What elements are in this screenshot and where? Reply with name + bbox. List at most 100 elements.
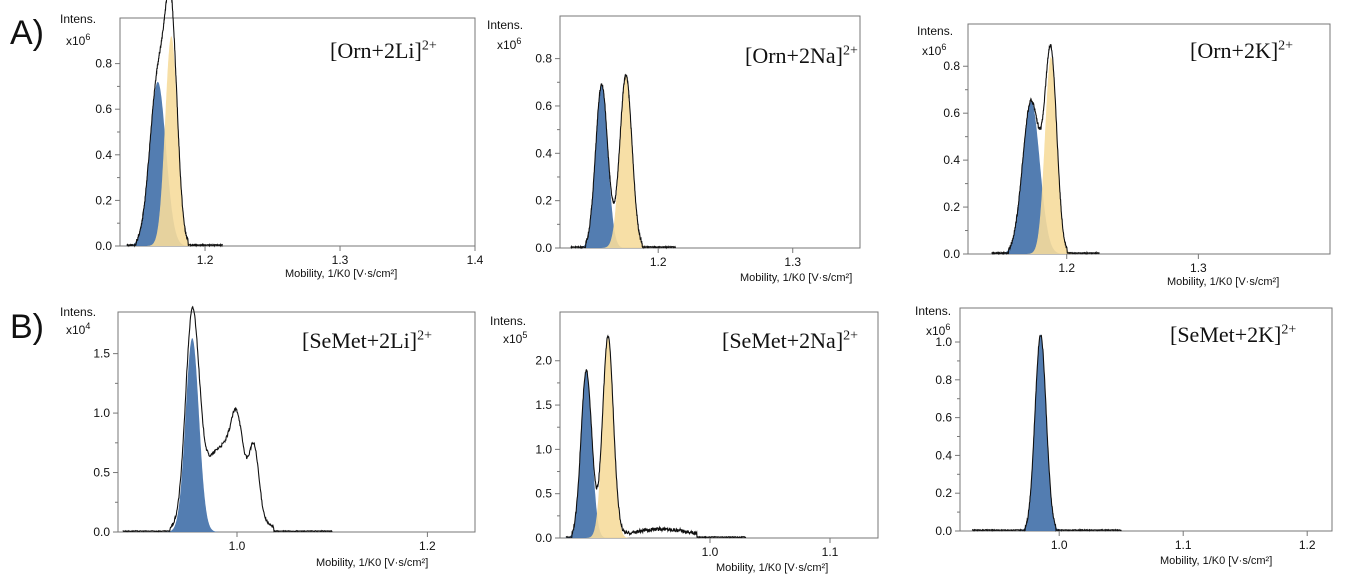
peak-blue <box>1018 334 1063 531</box>
species-charge: 2+ <box>421 38 437 54</box>
x-axis-label: Mobility, 1/K0 [V·s/cm²] <box>716 562 829 574</box>
y-tick-label: 0.0 <box>535 531 552 545</box>
x-axis-label: Mobility, 1/K0 [V·s/cm²] <box>740 272 853 284</box>
x-tick-label: 1.2 <box>650 255 667 269</box>
species-label: [SeMet+2K]2+ <box>1170 322 1296 348</box>
total-trace <box>570 73 677 250</box>
x-tick-label: 1.2 <box>197 253 214 267</box>
intensity-multiplier: x106 <box>497 36 521 52</box>
total-trace <box>971 334 1122 532</box>
x-tick-label: 1.0 <box>229 539 246 553</box>
species-formula: [SeMet+2Li] <box>302 328 418 353</box>
multiplier-base: x10 <box>503 332 523 346</box>
y-tick-label: 0.2 <box>535 194 552 208</box>
multiplier-exponent: 5 <box>522 330 528 340</box>
multiplier-base: x10 <box>922 44 942 58</box>
plot-frame <box>967 23 1331 255</box>
multiplier-base: x10 <box>66 34 86 48</box>
y-tick-label: 0.6 <box>935 411 952 425</box>
species-label: [Orn+2Li]2+ <box>330 38 437 64</box>
multiplier-exponent: 6 <box>941 42 947 52</box>
species-charge: 2+ <box>842 43 858 59</box>
multiplier-exponent: 6 <box>516 36 522 46</box>
y-tick-label: 0.0 <box>943 247 960 261</box>
x-tick-label: 1.2 <box>419 539 436 553</box>
multiplier-exponent: 6 <box>85 32 91 42</box>
y-tick-label: 0.8 <box>943 59 960 73</box>
y-tick-label: 0.4 <box>535 146 552 160</box>
intensity-multiplier: x106 <box>926 322 950 338</box>
y-tick-label: 0.5 <box>93 466 110 480</box>
species-charge: 2+ <box>843 328 859 344</box>
x-tick-label: 1.0 <box>1051 538 1068 552</box>
y-tick-label: 0.6 <box>943 106 960 120</box>
species-formula: [Orn+2Li] <box>330 38 422 63</box>
peak-blue <box>577 84 626 248</box>
x-tick-label: 1.2 <box>1058 261 1075 275</box>
y-tick-label: 0.6 <box>535 99 552 113</box>
multiplier-base: x10 <box>497 38 517 52</box>
y-tick-label: 1.0 <box>935 335 952 349</box>
y-tick-label: 0.0 <box>935 524 952 538</box>
row-label-b: B) <box>10 308 44 346</box>
species-formula: [Orn+2Na] <box>745 43 843 68</box>
species-label: [Orn+2Na]2+ <box>745 43 858 69</box>
species-label: [Orn+2K]2+ <box>1190 38 1293 64</box>
species-formula: [Orn+2K] <box>1190 38 1279 63</box>
y-tick-label: 0.8 <box>95 57 112 71</box>
peak-yellow <box>1027 56 1075 255</box>
multiplier-exponent: 6 <box>945 322 951 332</box>
peak-blue <box>564 371 608 538</box>
species-charge: 2+ <box>417 328 432 344</box>
plot-frame <box>959 307 1333 532</box>
peak-blue <box>997 101 1066 255</box>
species-formula: [SeMet+2Na] <box>722 328 844 353</box>
intensity-multiplier: x106 <box>922 42 946 58</box>
peak-blue <box>165 338 219 532</box>
plot-frame <box>559 15 861 249</box>
x-tick-label: 1.3 <box>332 253 349 267</box>
x-tick-label: 1.4 <box>467 253 484 267</box>
intens-label: Intens. <box>60 305 97 319</box>
row-label-a: A) <box>10 14 44 52</box>
x-axis-label: Mobility, 1/K0 [V·s/cm²] <box>1167 276 1280 288</box>
y-tick-label: 0.0 <box>535 241 552 255</box>
intens-label: Intens. <box>487 18 524 32</box>
y-tick-label: 0.4 <box>935 448 952 462</box>
species-formula: [SeMet+2K] <box>1170 322 1282 347</box>
intensity-multiplier: x106 <box>66 32 90 48</box>
intens-label: Intens. <box>60 12 97 26</box>
x-tick-label: 1.0 <box>702 545 719 559</box>
x-tick-label: 1.1 <box>1175 538 1192 552</box>
peak-yellow <box>601 75 651 248</box>
total-trace <box>565 334 747 539</box>
intensity-multiplier: x104 <box>66 321 90 337</box>
y-tick-label: 0.2 <box>95 193 112 207</box>
y-tick-label: 1.0 <box>93 406 110 420</box>
x-tick-label: 1.3 <box>784 255 801 269</box>
x-axis-label: Mobility, 1/K0 [V·s/cm²] <box>316 557 429 569</box>
y-tick-label: 0.8 <box>535 52 552 66</box>
total-trace <box>126 0 224 248</box>
total-trace <box>122 305 333 533</box>
y-tick-label: 1.5 <box>535 398 552 412</box>
x-tick-label: 1.1 <box>822 545 839 559</box>
y-tick-label: 0.2 <box>935 486 952 500</box>
x-tick-label: 1.3 <box>1190 261 1207 275</box>
plot-frame <box>559 311 879 539</box>
intens-label: Intens. <box>917 24 954 38</box>
x-tick-label: 1.2 <box>1299 538 1316 552</box>
species-charge: 2+ <box>1278 38 1294 54</box>
multiplier-base: x10 <box>66 323 86 337</box>
y-tick-label: 0.5 <box>535 487 552 501</box>
y-tick-label: 0.4 <box>95 148 112 162</box>
multiplier-exponent: 4 <box>85 321 91 331</box>
x-axis-label: Mobility, 1/K0 [V·s/cm²] <box>285 268 398 280</box>
intens-label: Intens. <box>490 314 527 328</box>
y-tick-label: 0.0 <box>93 525 110 539</box>
